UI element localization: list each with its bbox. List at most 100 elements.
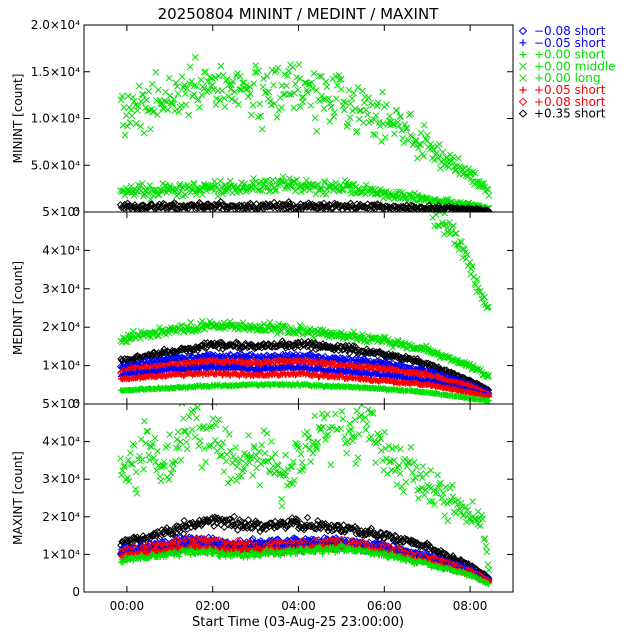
data-point [208,206,217,212]
data-point [381,134,389,141]
data-point [182,438,190,446]
data-point [288,463,296,471]
data-point [304,89,311,96]
data-point [349,342,357,350]
data-point [118,92,126,100]
data-point [129,461,136,468]
data-point [179,415,187,422]
data-point [298,459,306,466]
data-point [121,131,129,139]
data-point [166,203,175,211]
data-point [484,186,492,193]
data-point [242,460,250,467]
data-point [143,96,150,104]
data-point [177,359,185,368]
data-point [315,341,324,349]
data-point [294,86,302,94]
data-point [418,343,426,351]
data-point [274,64,282,72]
data-point [182,101,190,108]
data-point [288,183,296,191]
data-point [442,154,450,161]
series-2-7 [117,369,492,400]
data-point [360,99,368,107]
data-point [442,196,450,203]
data-point [341,106,348,114]
data-point [346,114,354,121]
data-point [276,469,283,477]
data-point [340,185,347,193]
data-point [119,467,126,474]
data-point [313,340,321,349]
y-tick-label: 1×10⁴ [42,359,80,373]
data-point [312,443,320,450]
data-point [127,182,135,190]
data-point [301,79,309,86]
data-point [285,175,293,182]
data-point [473,275,481,283]
data-point [216,452,224,460]
data-point [218,452,226,459]
data-point [397,113,405,120]
data-point [342,99,350,106]
data-point [285,198,293,206]
data-point [415,144,422,152]
data-point [263,430,271,437]
data-point [225,93,232,100]
data-point [236,86,243,93]
data-point [212,421,220,429]
data-point [260,320,268,328]
data-point [172,444,180,452]
data-point [218,87,226,94]
data-point [132,468,140,476]
data-point [237,188,244,196]
data-point [188,426,196,433]
data-point [319,423,327,431]
data-point [167,469,175,477]
data-point [284,340,293,348]
data-point [191,433,199,441]
data-point [411,357,419,365]
data-point [231,456,239,464]
data-point [434,222,442,229]
data-point [209,323,217,331]
data-point [239,79,247,87]
data-point [229,452,237,460]
data-point [481,293,488,301]
data-point [374,99,382,107]
data-point [185,111,192,119]
data-point [172,328,180,336]
data-point [157,99,165,107]
data-point [275,320,283,328]
data-point [433,150,440,157]
data-point [193,414,200,422]
data-point [127,460,135,468]
data-point [218,323,226,331]
data-point [250,80,258,87]
data-point [174,83,181,90]
data-point [316,72,323,80]
data-point [344,120,352,127]
data-point [134,103,142,110]
data-point [304,434,312,442]
data-point [185,201,193,210]
data-point [165,74,173,82]
data-point [251,444,258,452]
data-point [309,449,317,457]
data-point [314,438,322,446]
data-point [337,85,345,93]
data-point [348,95,356,102]
data-point [206,423,214,431]
data-point [308,79,316,86]
data-point [271,100,278,108]
data-point [255,448,263,455]
data-point [445,353,452,361]
data-point [245,351,254,359]
data-point [289,63,297,71]
data-point [273,343,281,351]
data-point [393,107,401,114]
data-point [302,442,309,450]
data-point [354,185,362,193]
data-point [313,445,321,452]
data-point [190,82,198,90]
